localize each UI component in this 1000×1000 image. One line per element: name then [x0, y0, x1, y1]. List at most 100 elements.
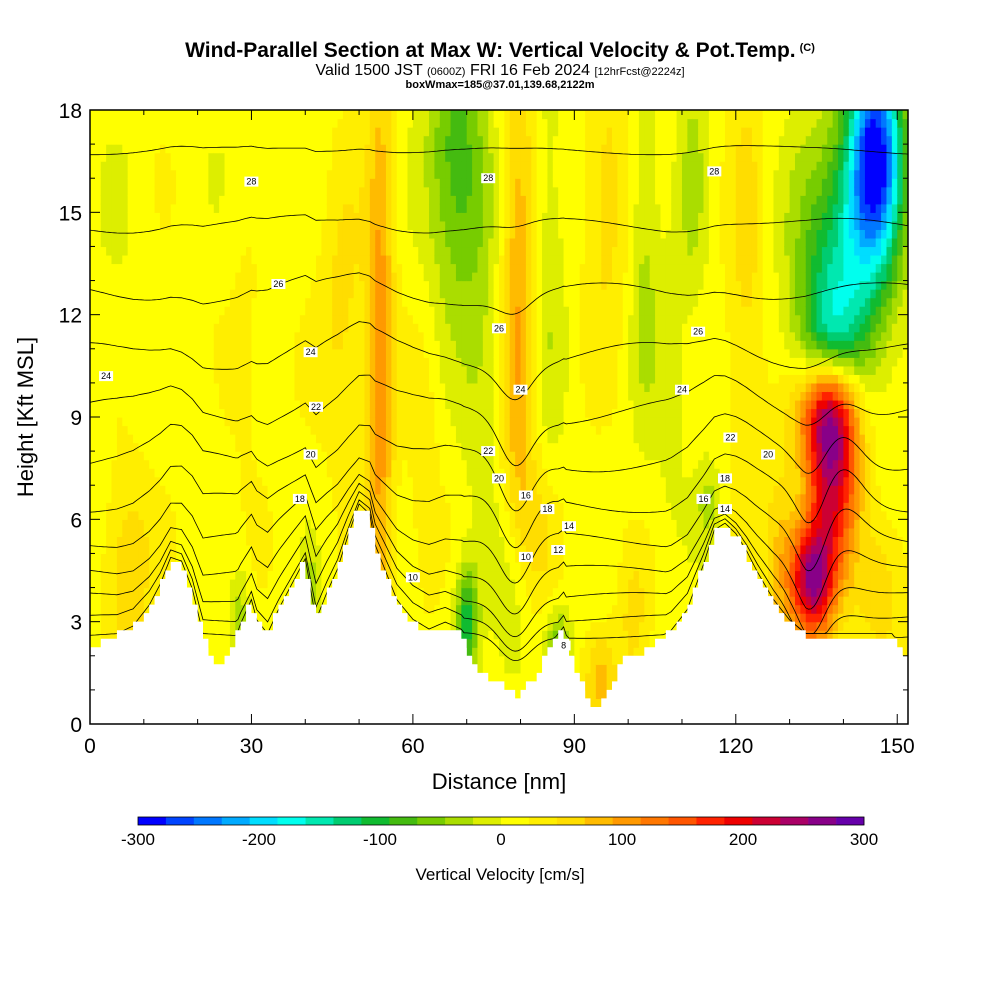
- velocity-cell: [531, 587, 538, 597]
- velocity-cell: [391, 246, 398, 256]
- velocity-cell: [402, 519, 409, 529]
- velocity-cell: [100, 365, 107, 375]
- velocity-cell: [509, 382, 516, 393]
- velocity-cell: [461, 579, 468, 589]
- velocity-cell: [176, 357, 183, 367]
- velocity-cell: [402, 161, 409, 171]
- velocity-cell: [525, 655, 532, 665]
- velocity-cell: [219, 323, 226, 333]
- velocity-cell: [310, 237, 317, 248]
- velocity-cell: [445, 553, 452, 563]
- velocity-cell: [493, 246, 500, 256]
- velocity-cell: [477, 118, 484, 128]
- velocity-cell: [272, 118, 279, 128]
- velocity-cell: [246, 596, 253, 606]
- velocity-cell: [369, 451, 376, 461]
- velocity-cell: [283, 263, 290, 273]
- velocity-cell: [305, 220, 312, 230]
- velocity-cell: [251, 272, 258, 282]
- velocity-cell: [256, 374, 263, 384]
- velocity-cell: [106, 272, 113, 282]
- velocity-cell: [127, 451, 134, 461]
- velocity-cell: [272, 254, 279, 265]
- velocity-cell: [385, 127, 392, 137]
- velocity-cell: [504, 203, 511, 213]
- velocity-cell: [412, 127, 419, 137]
- velocity-cell: [332, 468, 339, 478]
- velocity-cell: [402, 391, 409, 401]
- velocity-cell: [525, 254, 532, 265]
- velocity-cell: [224, 195, 231, 205]
- velocity-cell: [256, 408, 263, 418]
- velocity-cell: [488, 220, 495, 230]
- velocity-cell: [289, 152, 296, 162]
- velocity-cell: [272, 493, 279, 503]
- velocity-cell: [380, 493, 387, 503]
- velocity-cell: [520, 118, 527, 128]
- velocity-cell: [283, 374, 290, 384]
- velocity-cell: [332, 186, 339, 196]
- velocity-cell: [122, 604, 129, 614]
- velocity-cell: [219, 485, 226, 495]
- velocity-cell: [499, 272, 505, 282]
- velocity-cell: [246, 127, 253, 137]
- velocity-cell: [520, 314, 527, 324]
- velocity-cell: [294, 357, 301, 367]
- velocity-cell: [116, 561, 123, 572]
- velocity-cell: [418, 263, 425, 273]
- velocity-cell: [472, 630, 479, 640]
- velocity-cell: [106, 476, 113, 486]
- velocity-cell: [256, 212, 263, 222]
- velocity-cell: [278, 348, 285, 358]
- velocity-cell: [375, 161, 382, 171]
- velocity-cell: [326, 536, 333, 546]
- velocity-cell: [472, 647, 479, 657]
- velocity-cell: [391, 280, 398, 290]
- velocity-cell: [133, 417, 140, 427]
- velocity-cell: [224, 374, 231, 384]
- velocity-cell: [482, 118, 489, 128]
- velocity-cell: [106, 289, 113, 299]
- velocity-cell: [251, 553, 258, 563]
- velocity-cell: [106, 118, 113, 128]
- velocity-cell: [380, 135, 387, 145]
- velocity-cell: [267, 476, 274, 486]
- velocity-cell: [472, 382, 479, 393]
- velocity-cell: [154, 331, 161, 341]
- velocity-cell: [466, 417, 473, 427]
- velocity-cell: [353, 195, 360, 205]
- velocity-cell: [520, 323, 527, 333]
- velocity-cell: [240, 561, 247, 572]
- velocity-cell: [165, 297, 172, 307]
- velocity-cell: [95, 621, 102, 631]
- velocity-cell: [229, 391, 236, 401]
- velocity-cell: [332, 135, 339, 145]
- velocity-cell: [348, 272, 355, 282]
- velocity-cell: [423, 169, 430, 179]
- velocity-cell: [133, 323, 140, 333]
- velocity-cell: [461, 527, 468, 537]
- velocity-cell: [359, 263, 366, 273]
- velocity-cell: [450, 382, 457, 393]
- velocity-cell: [246, 536, 253, 546]
- velocity-cell: [106, 357, 113, 367]
- velocity-cell: [316, 485, 323, 495]
- velocity-cell: [100, 502, 107, 512]
- velocity-cell: [176, 306, 183, 316]
- velocity-cell: [434, 579, 441, 589]
- velocity-cell: [116, 289, 123, 299]
- velocity-cell: [186, 451, 193, 461]
- velocity-cell: [321, 297, 328, 307]
- velocity-cell: [95, 280, 102, 290]
- velocity-cell: [143, 220, 150, 230]
- velocity-cell: [402, 289, 409, 299]
- velocity-cell: [154, 254, 161, 265]
- velocity-cell: [375, 451, 382, 461]
- velocity-cell: [466, 382, 473, 393]
- velocity-cell: [213, 621, 220, 631]
- velocity-cell: [267, 391, 274, 401]
- velocity-cell: [450, 485, 457, 495]
- velocity-cell: [229, 579, 236, 589]
- velocity-cell: [316, 169, 323, 179]
- velocity-cell: [294, 254, 301, 265]
